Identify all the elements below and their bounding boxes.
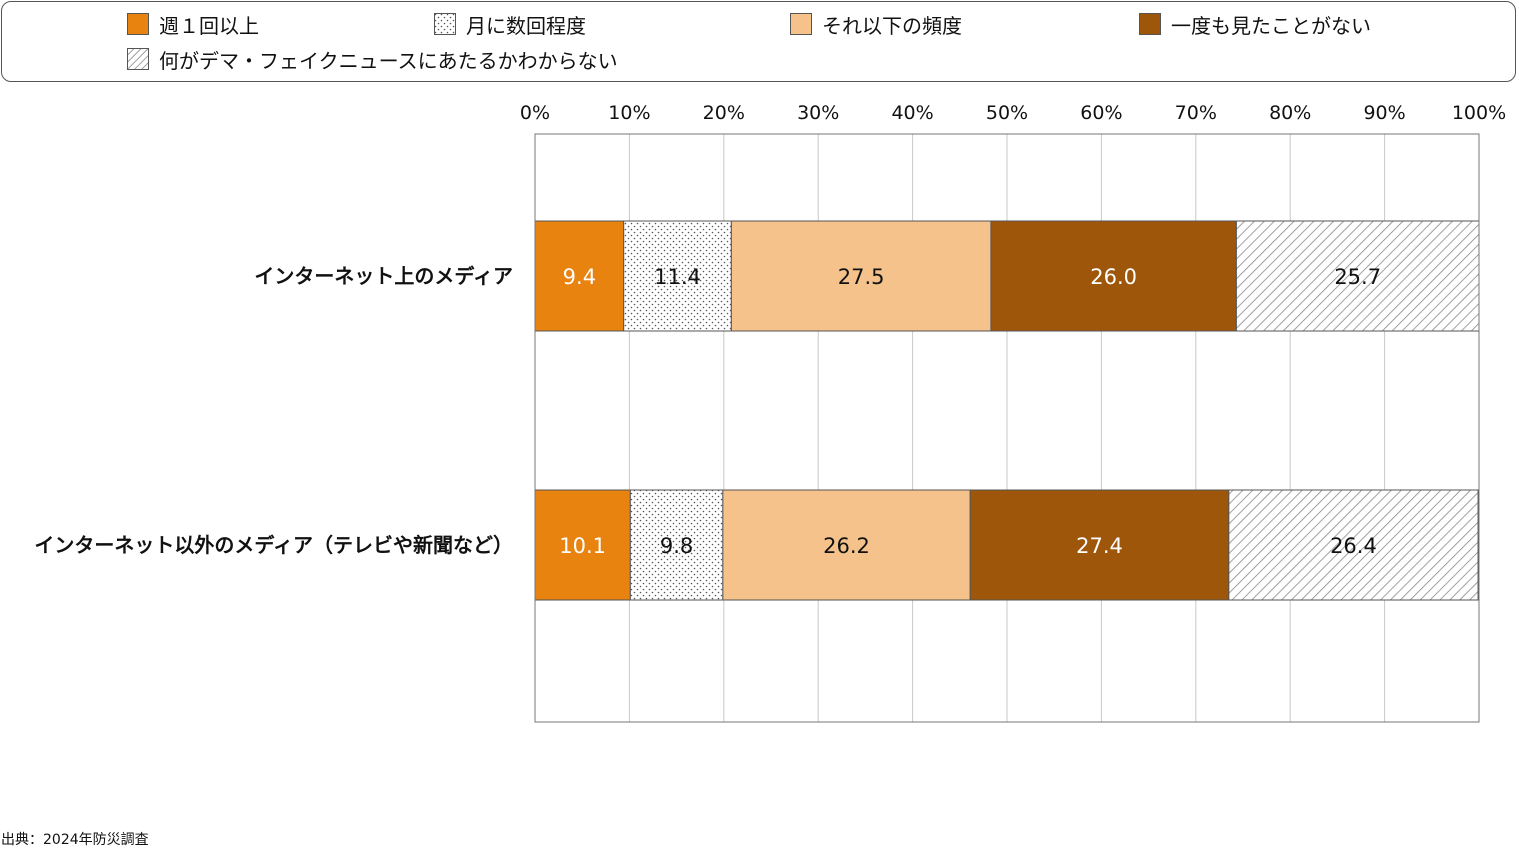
bar-segment [1235, 220, 1480, 332]
x-tick-label: 60% [1080, 102, 1122, 124]
x-tick-label: 30% [797, 102, 839, 124]
source-note: 出典：2024年防災調査 [1, 832, 149, 848]
bar-segment [990, 220, 1237, 332]
chart-legend: 週１回以上 月に数回程度 それ以下の頻度 一度も見たことがない何がデマ・フェイクニュー… [1, 1, 1516, 82]
data-label: 26.0 [1090, 265, 1137, 289]
bar-segment [969, 489, 1230, 601]
data-label: 10.1 [559, 534, 606, 558]
data-label: 27.5 [838, 265, 885, 289]
legend-item: 月に数回程度 [434, 11, 586, 38]
x-tick-label: 80% [1269, 102, 1311, 124]
bar-segment [722, 489, 971, 601]
legend-label: それ以下の頻度 [822, 13, 962, 38]
data-label: 27.4 [1076, 534, 1123, 558]
legend-swatch [127, 13, 149, 35]
legend-label: 月に数回程度 [466, 13, 586, 38]
legend-item: 何がデマ・フェイクニュースにあたるかわからない [127, 46, 618, 73]
x-tick-label: 100% [1452, 102, 1506, 124]
bar-segment [730, 220, 992, 332]
plot-frame [534, 133, 1480, 723]
legend-swatch [1139, 13, 1161, 35]
x-tick-label: 10% [608, 102, 650, 124]
category-label: インターネット以外のメディア（テレビや新聞など） [34, 533, 513, 557]
bar-segment [623, 220, 732, 332]
legend-item: 一度も見たことがない [1139, 11, 1371, 38]
data-label: 9.4 [563, 265, 596, 289]
legend-swatch [790, 13, 812, 35]
legend-swatch [127, 48, 149, 70]
legend-label: 週１回以上 [159, 13, 259, 38]
x-tick-label: 50% [986, 102, 1028, 124]
data-label: 26.2 [823, 534, 870, 558]
data-label: 25.7 [1334, 265, 1381, 289]
bar-segment [1228, 489, 1479, 601]
x-tick-label: 40% [891, 102, 933, 124]
legend-swatch [434, 13, 456, 35]
data-label: 26.4 [1330, 534, 1377, 558]
legend-label: 何がデマ・フェイクニュースにあたるかわからない [159, 48, 618, 73]
category-label: インターネット上のメディア [254, 264, 513, 288]
data-label: 11.4 [654, 265, 701, 289]
legend-item: 週１回以上 [127, 11, 259, 38]
x-tick-label: 0% [520, 102, 550, 124]
x-tick-label: 90% [1363, 102, 1405, 124]
x-tick-label: 20% [703, 102, 745, 124]
legend-item: それ以下の頻度 [790, 11, 962, 38]
x-tick-label: 70% [1175, 102, 1217, 124]
bar-segment [629, 489, 724, 601]
data-label: 9.8 [660, 534, 693, 558]
legend-label: 一度も見たことがない [1171, 13, 1371, 38]
